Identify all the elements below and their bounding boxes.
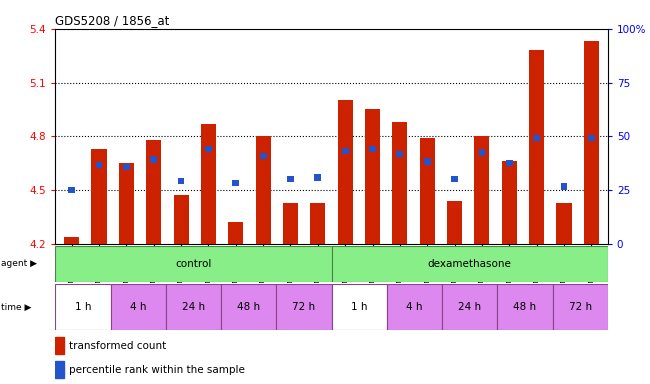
- Bar: [533, 135, 540, 141]
- Bar: [502, 161, 517, 244]
- Bar: [447, 201, 462, 244]
- Bar: [474, 136, 489, 244]
- Bar: [332, 246, 608, 282]
- Bar: [55, 338, 64, 354]
- Bar: [478, 149, 486, 156]
- Bar: [584, 41, 599, 244]
- Bar: [552, 284, 608, 330]
- Text: percentile rank within the sample: percentile rank within the sample: [69, 365, 245, 375]
- Text: agent ▶: agent ▶: [1, 260, 37, 268]
- Bar: [342, 147, 348, 154]
- Text: 1 h: 1 h: [351, 302, 367, 312]
- Bar: [64, 237, 79, 244]
- Bar: [166, 284, 221, 330]
- Bar: [55, 246, 332, 282]
- Bar: [96, 162, 103, 168]
- Text: GDS5208 / 1856_at: GDS5208 / 1856_at: [55, 14, 170, 27]
- Bar: [146, 140, 161, 244]
- Bar: [560, 184, 567, 190]
- Bar: [283, 203, 298, 244]
- Text: 1 h: 1 h: [75, 302, 91, 312]
- Bar: [228, 222, 243, 244]
- Text: transformed count: transformed count: [69, 341, 166, 351]
- Text: 4 h: 4 h: [406, 302, 422, 312]
- Bar: [310, 203, 326, 244]
- Bar: [92, 149, 107, 244]
- Bar: [497, 284, 552, 330]
- Bar: [451, 176, 458, 182]
- Bar: [174, 195, 188, 244]
- Bar: [393, 122, 408, 244]
- Bar: [424, 158, 430, 165]
- Bar: [287, 176, 294, 182]
- Bar: [387, 284, 442, 330]
- Bar: [556, 203, 571, 244]
- Bar: [233, 180, 239, 186]
- Bar: [177, 178, 185, 184]
- Bar: [255, 136, 270, 244]
- Text: 48 h: 48 h: [514, 302, 536, 312]
- Bar: [260, 153, 266, 159]
- Text: 24 h: 24 h: [182, 302, 205, 312]
- Bar: [55, 284, 111, 330]
- Bar: [337, 101, 353, 244]
- Bar: [588, 135, 595, 141]
- Bar: [276, 284, 332, 330]
- Text: 72 h: 72 h: [569, 302, 592, 312]
- Text: 24 h: 24 h: [458, 302, 481, 312]
- Bar: [123, 164, 130, 170]
- Bar: [529, 50, 544, 244]
- Text: 48 h: 48 h: [237, 302, 260, 312]
- Bar: [205, 146, 212, 152]
- Bar: [221, 284, 276, 330]
- Bar: [55, 361, 64, 378]
- Bar: [442, 284, 497, 330]
- Text: time ▶: time ▶: [1, 303, 32, 312]
- Text: 4 h: 4 h: [130, 302, 146, 312]
- Bar: [68, 187, 75, 193]
- Bar: [315, 174, 321, 181]
- Bar: [396, 151, 403, 157]
- Bar: [201, 124, 216, 244]
- Bar: [506, 160, 513, 166]
- Bar: [332, 284, 387, 330]
- Bar: [365, 109, 380, 244]
- Text: 72 h: 72 h: [292, 302, 315, 312]
- Bar: [150, 157, 157, 163]
- Text: dexamethasone: dexamethasone: [428, 259, 512, 269]
- Text: control: control: [176, 259, 211, 269]
- Bar: [420, 138, 435, 244]
- Bar: [369, 146, 376, 152]
- Bar: [119, 163, 134, 244]
- Bar: [111, 284, 166, 330]
